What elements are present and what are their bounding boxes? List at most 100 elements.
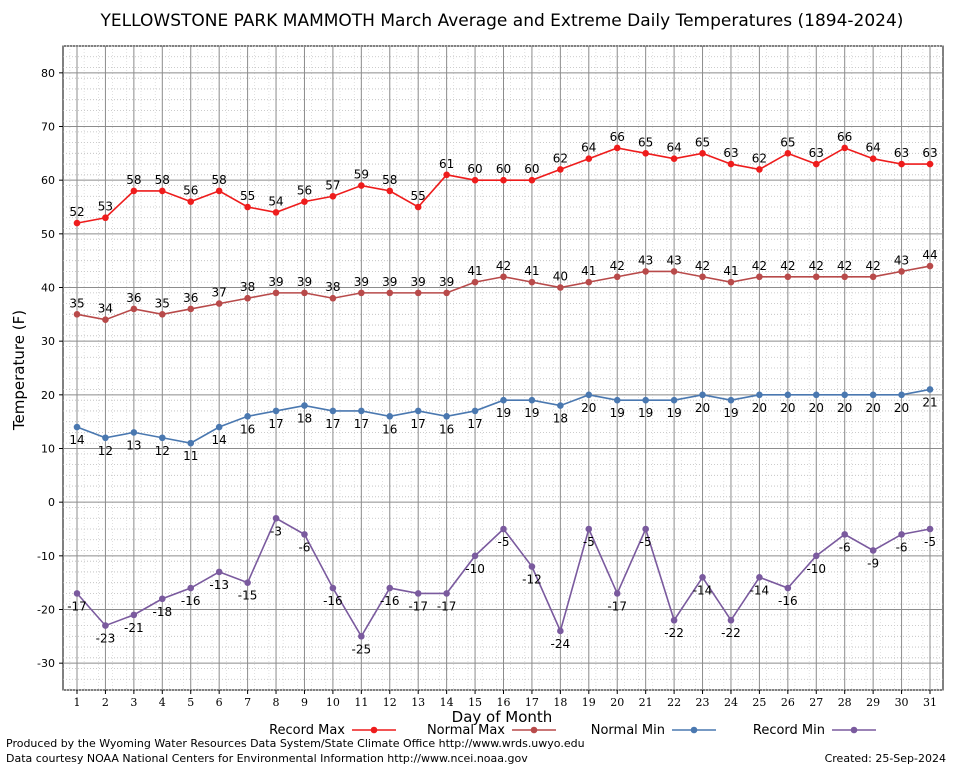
- record-min-data-label: -10: [465, 562, 485, 576]
- normal-min-data-label: 19: [638, 406, 653, 420]
- series-layer: [73, 144, 934, 640]
- x-tick-label: 23: [696, 696, 710, 709]
- record-min-point: [187, 584, 195, 592]
- normal-min-point: [585, 391, 593, 399]
- record-max-point: [812, 160, 820, 168]
- record-max-point: [386, 187, 394, 195]
- normal-min-data-label: 17: [354, 417, 369, 431]
- record-min-point: [301, 531, 308, 538]
- x-axis-title: Day of Month: [452, 708, 553, 726]
- x-axis-ticks: 1 2 3 4 5 6 7 8 9 10 11 12 13 14 15 16 17 18 19 20 21 22 23 24 2…: [74, 690, 937, 709]
- record-min-point: [557, 627, 564, 635]
- normal-max-point: [73, 311, 81, 318]
- x-tick-label: 1: [74, 696, 81, 709]
- record-max-data-label: 54: [268, 194, 283, 208]
- normal-min-data-label: 19: [666, 406, 681, 420]
- record-min-data-label: -22: [721, 626, 741, 640]
- normal-max-point: [812, 273, 820, 281]
- normal-min-data-label: 16: [240, 422, 255, 436]
- record-min-data-label: -16: [380, 594, 400, 608]
- normal-max-point: [272, 289, 280, 297]
- record-min-point: [358, 633, 365, 640]
- normal-min-data-label: 20: [894, 401, 909, 415]
- normal-max-data-label: 42: [780, 259, 795, 273]
- record-max-data-label: 55: [240, 189, 255, 203]
- normal-min-data-label: 17: [325, 417, 340, 431]
- y-tick-label: -30: [37, 657, 55, 670]
- record-max-data-label: 56: [297, 184, 312, 198]
- record-max-data-label: 65: [780, 135, 795, 149]
- record-min-data-label: -5: [498, 535, 510, 549]
- credit-data-courtesy: Data courtesy NOAA National Centers for …: [6, 752, 528, 765]
- record-min-data-label: -12: [522, 573, 542, 587]
- normal-max-data-label: 42: [837, 259, 852, 273]
- record-max-point: [670, 155, 678, 162]
- record-min-data-label: -17: [408, 599, 428, 613]
- record-max-point: [642, 150, 649, 157]
- x-tick-label: 10: [326, 696, 340, 709]
- normal-min-point: [812, 391, 820, 399]
- normal-min-point: [642, 396, 649, 404]
- normal-min-data-label: 20: [809, 401, 824, 415]
- normal-min-data-label: 17: [467, 417, 482, 431]
- normal-min-point: [756, 391, 763, 399]
- record-max-data-label: 61: [439, 157, 454, 171]
- normal-min-data-label: 20: [837, 401, 852, 415]
- normal-max-data-label: 41: [467, 264, 482, 278]
- normal-max-data-label: 41: [524, 264, 539, 278]
- normal-min-point: [187, 439, 195, 447]
- x-tick-label: 14: [440, 696, 454, 709]
- record-max-point: [500, 176, 507, 184]
- record-max-data-label: 63: [922, 146, 937, 160]
- normal-min-data-label: 16: [439, 422, 454, 436]
- record-max-point: [784, 150, 792, 157]
- record-max-point: [244, 203, 251, 211]
- record-min-data-label: -6: [896, 540, 908, 554]
- record-min-data-label: -23: [96, 632, 116, 646]
- record-max-data-label: 58: [155, 173, 170, 187]
- normal-min-point: [500, 396, 507, 404]
- y-tick-label: 30: [41, 335, 55, 348]
- normal-min-point: [102, 434, 109, 442]
- legend: Record Max Normal Max Normal Min Record Min: [269, 723, 876, 738]
- record-max-data-label: 63: [809, 146, 824, 160]
- normal-min-data-label: 18: [553, 412, 568, 426]
- record-max-data-label: 65: [638, 135, 653, 149]
- legend-marker-normal-min: [690, 726, 698, 734]
- record-max-point: [727, 160, 735, 168]
- record-min-data-label: -6: [839, 540, 851, 554]
- record-max-point: [898, 160, 905, 168]
- record-max-point: [130, 187, 138, 195]
- record-max-point: [926, 160, 934, 168]
- normal-max-point: [500, 273, 507, 281]
- record-min-point: [102, 622, 109, 629]
- record-max-point: [329, 192, 337, 200]
- normal-max-point: [528, 278, 536, 286]
- normal-max-data-label: 42: [496, 259, 511, 273]
- normal-max-point: [301, 289, 308, 297]
- x-tick-label: 4: [159, 696, 166, 709]
- normal-max-data-label: 43: [638, 253, 653, 267]
- record-max-point: [301, 198, 308, 205]
- normal-max-point: [613, 273, 621, 281]
- record-max-data-label: 52: [69, 205, 84, 219]
- record-min-point: [841, 531, 848, 538]
- normal-min-point: [528, 396, 536, 404]
- record-max-point: [613, 144, 621, 152]
- normal-min-data-label: 20: [695, 401, 710, 415]
- record-max-data-label: 53: [98, 200, 113, 214]
- record-max-data-label: 64: [581, 141, 596, 155]
- record-max-data-label: 64: [865, 141, 880, 155]
- normal-max-point: [358, 289, 365, 297]
- record-max-data-label: 63: [894, 146, 909, 160]
- normal-max-point: [329, 294, 337, 302]
- normal-min-point: [727, 396, 735, 404]
- record-max-data-label: 66: [610, 130, 625, 144]
- normal-max-point: [414, 289, 422, 297]
- normal-max-point: [102, 316, 109, 324]
- x-tick-label: 15: [468, 696, 482, 709]
- record-min-data-label: -24: [551, 637, 571, 651]
- record-max-point: [699, 150, 706, 157]
- record-min-data-label: -3: [270, 524, 282, 538]
- x-tick-label: 21: [639, 696, 653, 709]
